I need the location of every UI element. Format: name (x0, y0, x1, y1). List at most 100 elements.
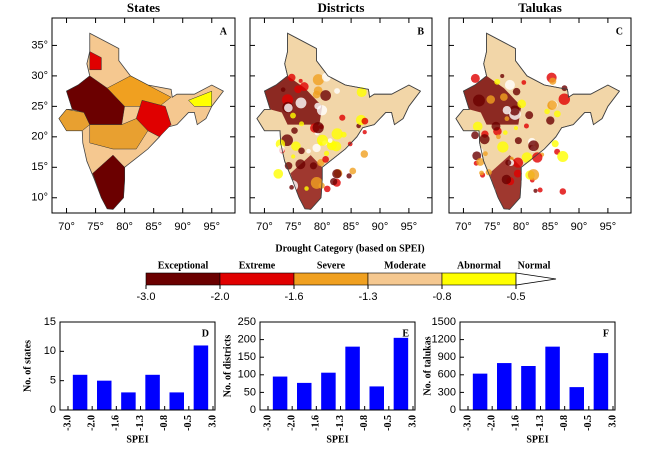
y-tick-label: 10 (44, 345, 56, 357)
x-tick-label: 95° (600, 221, 617, 233)
hotspot (482, 185, 493, 196)
panel-letter: A (220, 26, 228, 37)
plot-frame (59, 321, 216, 411)
x-tick-label: -3.0 (462, 415, 473, 431)
hotspot (339, 114, 346, 121)
hotspot (330, 178, 338, 186)
hotspot (504, 116, 510, 122)
bar (321, 372, 336, 410)
hotspot (346, 173, 352, 179)
hotspot (356, 87, 367, 98)
colorbar-tick-label: -2.0 (211, 291, 230, 303)
hotspot (289, 185, 294, 190)
bar (272, 376, 288, 410)
hotspot (544, 108, 550, 115)
x-tick-label: 3.0 (207, 415, 218, 428)
hotspot (273, 168, 284, 179)
bar (393, 337, 409, 410)
hotspot (547, 100, 557, 110)
panel-letter: F (603, 328, 609, 339)
x-tick-label: 85° (343, 221, 360, 233)
x-tick-label: 70° (58, 221, 75, 233)
panel-letter: B (417, 26, 424, 37)
category-label: Exceptional (158, 260, 209, 271)
hotspot (491, 121, 501, 131)
hotspot (291, 127, 298, 134)
x-tick-label: 90° (372, 221, 389, 233)
x-tick-label: -0.8 (359, 415, 370, 431)
hotspot (476, 157, 485, 166)
category-label: Moderate (384, 260, 426, 271)
x-tick-label: 90° (571, 221, 588, 233)
hotspot (561, 85, 568, 92)
hotspot (276, 145, 285, 153)
colorbar-segment (441, 272, 517, 286)
hotspot (557, 150, 569, 163)
hotspot (525, 111, 534, 120)
x-tick-label: -1.3 (335, 415, 346, 431)
plot-frame (459, 321, 616, 411)
x-tick-label: -1.6 (111, 415, 122, 431)
bar (521, 366, 536, 410)
colorbar-segment (145, 272, 221, 286)
x-axis-label: SPEI (526, 434, 548, 445)
hotspot (486, 95, 496, 104)
bar (72, 374, 88, 410)
x-tick-label: 75° (285, 221, 302, 233)
y-tick-label: 250 (238, 316, 256, 328)
bar (497, 363, 512, 410)
hotspot (513, 125, 519, 131)
hotspot (280, 87, 286, 92)
colorbar-segment (293, 272, 369, 286)
hotspot (313, 86, 323, 96)
hotspot (295, 159, 306, 170)
y-tick-label: 200 (238, 334, 256, 346)
country-outline (256, 32, 422, 210)
bar (345, 346, 360, 410)
hotspot (502, 130, 508, 135)
hotspot (532, 152, 543, 163)
y-tick-label: 300 (438, 386, 456, 398)
x-tick-label: -0.5 (383, 415, 394, 431)
hotspot (517, 99, 527, 109)
map-title: Talukas (518, 0, 562, 15)
x-tick-label: -3.0 (62, 415, 73, 431)
hotspot (502, 105, 512, 115)
hotspot (501, 174, 512, 185)
map-title: Districts (318, 0, 365, 15)
hotspot (299, 82, 309, 91)
x-tick-label: -0.5 (183, 415, 194, 431)
x-axis-label: SPEI (326, 434, 348, 445)
bar (97, 380, 112, 410)
hotspot (497, 141, 509, 153)
hotspot (354, 78, 362, 86)
state-region (188, 90, 213, 107)
hotspot (558, 93, 571, 105)
y-tick-label: 150 (238, 351, 256, 363)
y-tick-label: 600 (438, 369, 456, 381)
hotspot (513, 169, 522, 178)
hotspot (509, 105, 520, 116)
hotspot (559, 188, 567, 195)
panel-letter: C (616, 26, 623, 37)
x-tick-label: 80° (314, 221, 331, 233)
hotspot (298, 147, 305, 155)
hotspot (528, 140, 539, 152)
colorbar-segment (367, 272, 443, 286)
bar (472, 373, 488, 410)
x-tick-label: -2.0 (486, 415, 497, 431)
y-tick-label: 0 (450, 404, 456, 416)
hotspot (327, 138, 333, 143)
colorbar-tick-label: -0.5 (507, 291, 526, 303)
hotspot (321, 72, 331, 82)
hotspot (514, 137, 522, 145)
y-axis-label: No. of states (22, 340, 33, 392)
bar (569, 387, 584, 410)
y-tick-label: 1500 (432, 316, 456, 328)
y-tick-label: 25° (31, 100, 48, 112)
hotspot (504, 79, 515, 90)
hotspot (298, 78, 303, 83)
hotspot (521, 152, 533, 163)
bar (145, 374, 160, 410)
